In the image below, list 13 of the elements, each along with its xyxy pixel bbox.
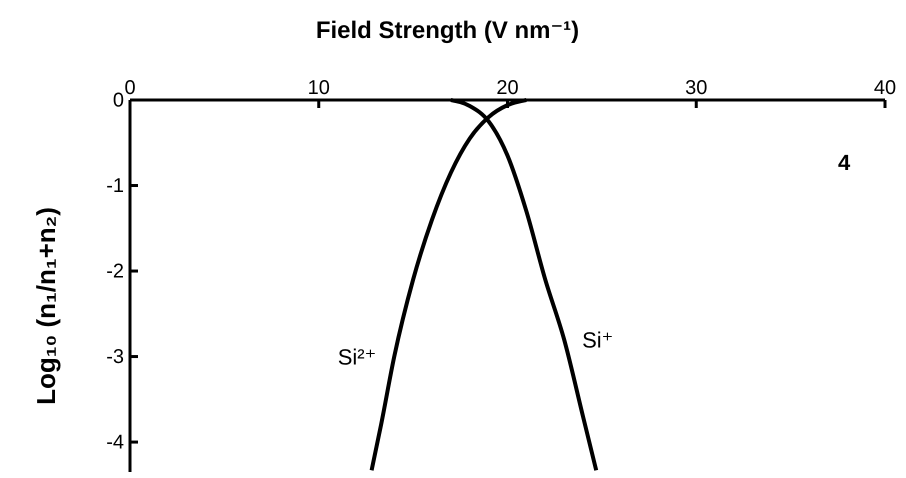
- x-tick-label: 30: [685, 77, 708, 99]
- annotation: 4: [838, 150, 851, 175]
- series-label: Si⁺: [582, 327, 614, 352]
- y-tick-label: -2: [106, 260, 124, 282]
- y-tick-label: -4: [106, 431, 124, 454]
- x-tick-label: 20: [496, 77, 519, 99]
- series-label: Si²⁺: [338, 344, 376, 370]
- y-axis-title: Log₁₀ (n₁/n₁+n₂): [31, 207, 61, 405]
- x-tick-label: 10: [308, 77, 330, 99]
- y-tick-label: -1: [106, 174, 124, 197]
- x-axis-title: Field Strength (V nm⁻¹): [316, 17, 580, 44]
- x-tick-label: 40: [874, 77, 896, 99]
- y-tick-label: -3: [106, 346, 124, 368]
